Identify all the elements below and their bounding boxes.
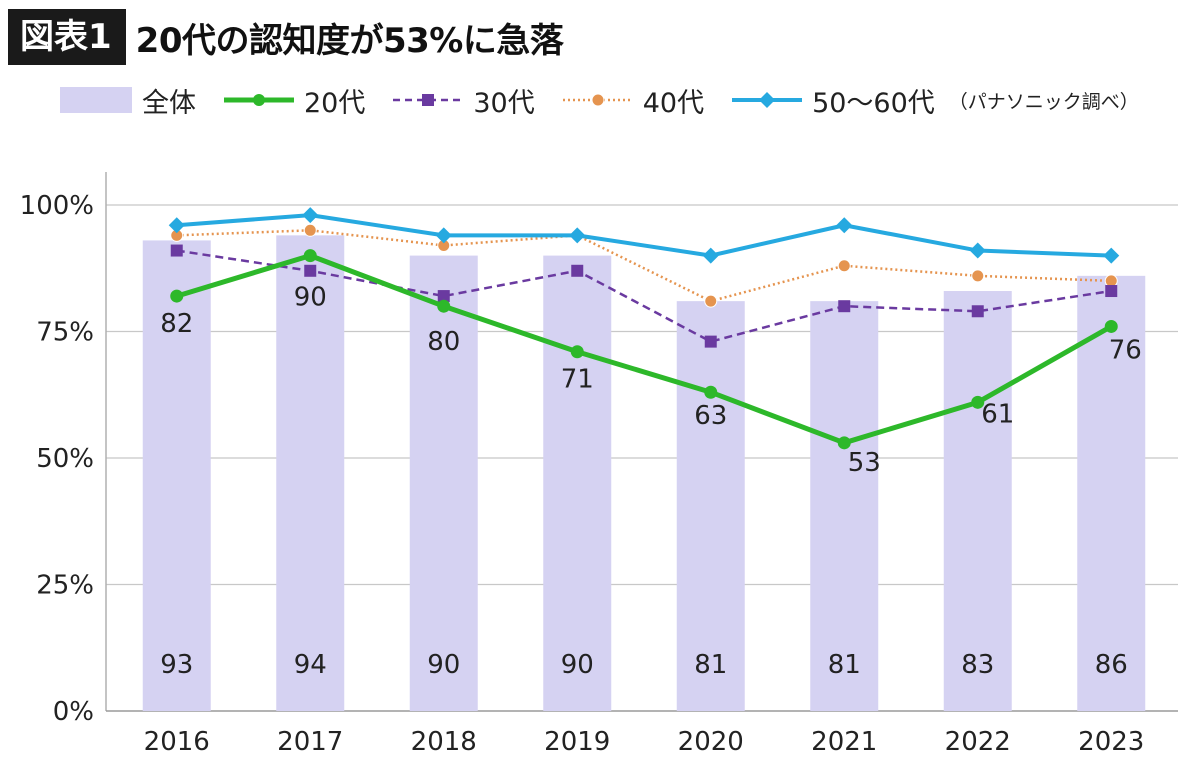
x-tick-label: 2021 xyxy=(811,727,877,757)
legend-label-50-60s: 50～60代 xyxy=(812,87,935,119)
source-note: （パナソニック調べ） xyxy=(948,90,1139,113)
bar xyxy=(276,235,345,712)
series-point xyxy=(969,242,986,259)
series-point xyxy=(437,299,451,313)
line-value-label: 63 xyxy=(694,401,727,431)
series-point xyxy=(704,335,717,348)
series-point xyxy=(170,289,184,303)
series-point xyxy=(971,269,985,283)
series-point xyxy=(570,345,584,359)
legend-item-30s: 30代 xyxy=(393,81,535,120)
series-point xyxy=(569,227,586,244)
legend-50-60s-swatch xyxy=(732,92,803,108)
bar xyxy=(810,301,879,711)
line-value-label: 76 xyxy=(1109,335,1142,365)
bar-value-label: 81 xyxy=(828,650,861,680)
bar xyxy=(1077,275,1146,711)
series-line xyxy=(176,249,1112,343)
y-tick-label: 25% xyxy=(36,571,94,601)
series-point xyxy=(435,227,452,244)
bar xyxy=(543,255,612,711)
series-point xyxy=(704,385,718,399)
x-tick-label: 2023 xyxy=(1078,727,1144,757)
header: 図表1 20代の認知度が53%に急落 xyxy=(0,9,564,65)
bar-value-label: 94 xyxy=(294,650,327,680)
bar-value-label: 83 xyxy=(961,650,994,680)
line-value-label: 71 xyxy=(561,365,594,395)
y-tick-label: 50% xyxy=(36,444,94,474)
series-point xyxy=(302,207,319,224)
series-point xyxy=(168,217,185,234)
bar-value-label: 90 xyxy=(561,650,594,680)
series-line xyxy=(176,253,1113,446)
series-point xyxy=(303,249,317,263)
series-point xyxy=(836,217,853,234)
x-tick-label: 2022 xyxy=(945,727,1011,757)
legend-label-30s: 30代 xyxy=(473,87,535,119)
legend-label-40s: 40代 xyxy=(642,87,705,119)
x-tick-label: 2018 xyxy=(411,727,477,757)
line-value-label: 53 xyxy=(848,448,881,478)
x-tick-label: 2020 xyxy=(678,727,744,757)
y-tick-label: 0% xyxy=(53,697,94,727)
series-point xyxy=(304,264,317,277)
label-layer: 0% 25% 50% 75% 100% 93 94 90 90 81 81 83 86 2016 2017 2… xyxy=(20,191,1145,757)
line-value-label: 80 xyxy=(427,327,460,357)
bar-value-label: 90 xyxy=(427,650,460,680)
series-point xyxy=(702,247,719,264)
series-point xyxy=(1105,285,1118,298)
legend-30s-swatch xyxy=(393,94,464,106)
line-value-label: 61 xyxy=(981,399,1014,429)
series-point xyxy=(1104,319,1118,333)
line-value-label: 82 xyxy=(160,309,193,339)
bar-layer xyxy=(142,235,1146,712)
bar xyxy=(676,301,745,711)
line-value-label: 90 xyxy=(294,283,327,313)
series-point xyxy=(1103,247,1120,264)
legend-item-20s: 20代 xyxy=(224,81,365,120)
bar xyxy=(409,255,478,711)
legend-item-50-60s: 50～60代 xyxy=(732,81,935,120)
legend-label-20s: 20代 xyxy=(304,87,366,119)
series-point xyxy=(837,436,851,450)
legend-bar-swatch xyxy=(60,87,132,113)
series-line xyxy=(176,229,1112,303)
series-point xyxy=(303,223,317,237)
x-tick-label: 2017 xyxy=(277,727,343,757)
bar xyxy=(943,291,1012,711)
legend-label-overall: 全体 xyxy=(142,87,196,119)
legend-item-overall: 全体 xyxy=(60,81,196,120)
series-point xyxy=(971,395,985,409)
x-tick-label: 2019 xyxy=(544,727,610,757)
chart-title: 20代の認知度が53%に急落 xyxy=(135,20,564,61)
series-point xyxy=(704,294,718,308)
series-point xyxy=(838,300,851,313)
bar-value-label: 86 xyxy=(1095,650,1128,680)
series-point xyxy=(571,264,584,277)
y-tick-label: 100% xyxy=(20,191,94,221)
series-line xyxy=(176,213,1112,258)
series-point xyxy=(837,259,851,273)
legend-40s-swatch xyxy=(562,93,633,107)
bar-value-label: 93 xyxy=(160,650,193,680)
legend: 全体 20代 30代 40代 50～60代 （パナソニック調べ） xyxy=(60,80,1139,120)
bar-value-label: 81 xyxy=(694,650,727,680)
line-layer xyxy=(168,207,1120,450)
bar xyxy=(142,240,211,712)
series-point xyxy=(437,290,450,303)
y-tick-label: 75% xyxy=(36,318,94,348)
figure-badge: 図表1 xyxy=(8,9,126,65)
legend-item-40s: 40代 xyxy=(562,81,705,120)
x-tick-label: 2016 xyxy=(144,727,210,757)
series-point xyxy=(170,244,183,257)
legend-20s-swatch xyxy=(224,94,294,106)
series-point xyxy=(971,305,984,318)
